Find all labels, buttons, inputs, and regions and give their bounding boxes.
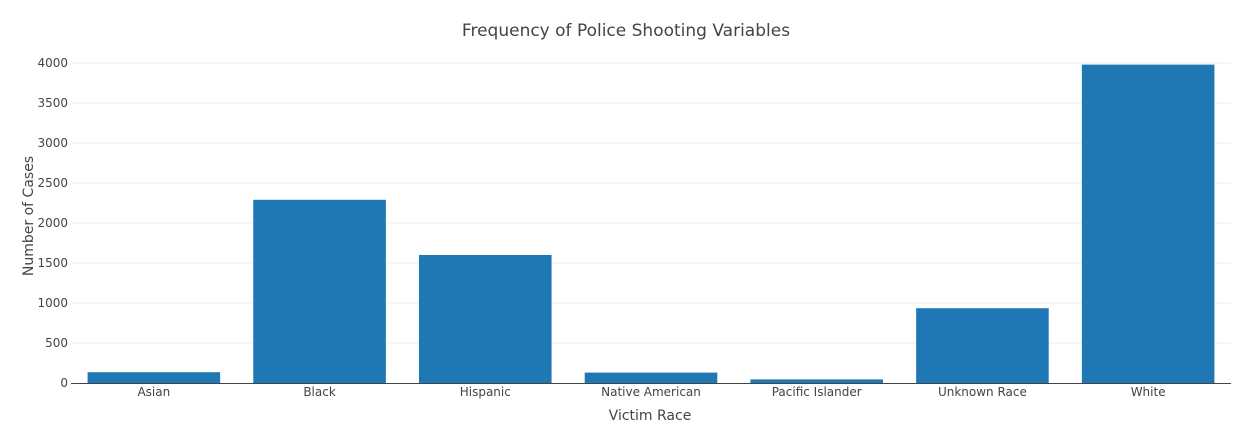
x-tick-label: White (1131, 385, 1166, 399)
bar-unknown-race[interactable] (916, 308, 1049, 383)
x-axis-title: Victim Race (609, 408, 692, 424)
y-axis-title: Number of Cases (21, 156, 37, 276)
y-tick-labels: 0 500 1000 1500 2000 2500 3000 3500 4000 (37, 56, 68, 390)
y-tick-label: 4000 (37, 56, 68, 70)
gridlines (71, 62, 1231, 344)
y-tick-label: 2000 (37, 216, 68, 230)
x-tick-label: Black (303, 385, 336, 399)
x-tick-label: Hispanic (460, 385, 511, 399)
x-tick-label: Native American (601, 385, 701, 399)
bar-pacific-islander[interactable] (750, 379, 883, 383)
y-tick-label: 2500 (37, 176, 68, 190)
bar-hispanic[interactable] (419, 255, 552, 383)
x-tick-label: Pacific Islander (772, 385, 862, 399)
y-tick-label: 3500 (37, 96, 68, 110)
y-tick-label: 1000 (37, 296, 68, 310)
y-tick-label: 0 (60, 376, 68, 390)
bar-asian[interactable] (87, 372, 221, 383)
bar-white[interactable] (1081, 64, 1215, 383)
bar-native-american[interactable] (584, 372, 718, 383)
x-tick-labels: Asian Black Hispanic Native American Pacific… (137, 385, 1165, 399)
bar-black[interactable] (253, 199, 386, 383)
y-tick-label: 1500 (37, 256, 68, 270)
bars (87, 64, 1215, 383)
y-tick-label: 3000 (37, 136, 68, 150)
x-tick-label: Asian (137, 385, 170, 399)
x-tick-label: Unknown Race (938, 385, 1027, 399)
y-tick-label: 500 (45, 336, 68, 350)
chart-title: Frequency of Police Shooting Variables (462, 21, 790, 41)
